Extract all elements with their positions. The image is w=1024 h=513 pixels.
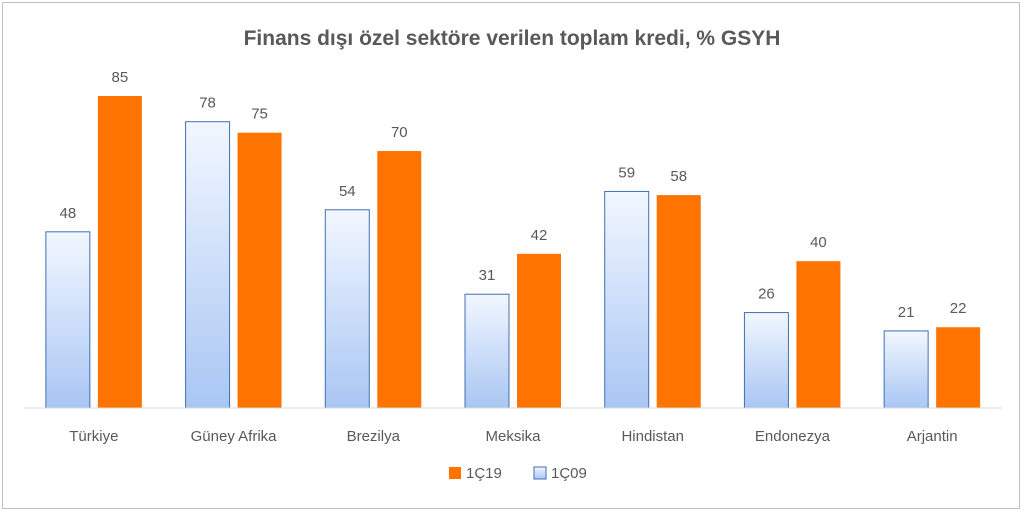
bar-1c09-4: [604, 190, 650, 409]
data-label-1c09-1: 78: [199, 95, 216, 112]
chart-title: Finans dışı özel sektöre verilen toplam …: [244, 27, 781, 50]
bar-1c09-3: [464, 293, 510, 409]
bar-1c09-6: [883, 330, 929, 409]
bar-1c19-4: [656, 195, 701, 408]
bar-1c19-5: [796, 261, 841, 408]
data-label-1c19-2: 70: [391, 124, 408, 141]
bar-1c19-3: [517, 253, 561, 408]
data-label-1c19-5: 40: [810, 234, 827, 251]
data-label-1c19-6: 22: [950, 300, 967, 317]
data-label-1c19-4: 58: [670, 168, 687, 185]
data-label-1c19-0: 85: [112, 69, 129, 86]
data-label-1c09-6: 21: [898, 304, 915, 321]
legend-swatch-0: [449, 467, 461, 479]
bar-1c19-2: [377, 151, 422, 408]
bar-1c19-0: [97, 96, 142, 408]
bar-1c19-1: [237, 132, 282, 409]
data-label-1c19-3: 42: [531, 227, 548, 244]
category-label-0: Türkiye: [69, 428, 118, 445]
bar-1c09-2: [324, 209, 370, 409]
category-label-4: Hindistan: [621, 428, 684, 445]
data-label-1c09-0: 48: [60, 205, 77, 222]
bar-1c09-0: [45, 231, 91, 409]
data-label-1c09-4: 59: [618, 164, 635, 181]
category-label-3: Meksika: [485, 428, 541, 445]
legend: 1Ç19 1Ç09: [449, 465, 587, 482]
bar-1c19-6: [936, 327, 981, 408]
legend-label-1: 1Ç09: [551, 465, 587, 482]
data-label-1c19-1: 75: [251, 106, 268, 123]
bar-1c09-5: [743, 312, 789, 409]
data-label-1c09-2: 54: [339, 183, 356, 200]
legend-swatch-1: [533, 466, 547, 480]
bar-1c09-1: [185, 121, 231, 409]
legend-label-0: 1Ç19: [466, 465, 502, 482]
labels-group: 48 85 Türkiye 78 75 Güney Afrika 54 70 Brezilya 3…: [60, 69, 967, 445]
category-label-1: Güney Afrika: [191, 428, 278, 445]
category-label-2: Brezilya: [347, 428, 401, 445]
data-label-1c09-5: 26: [758, 286, 775, 303]
category-label-5: Endonezya: [755, 428, 831, 445]
data-label-1c09-3: 31: [479, 267, 496, 284]
bars-group: [45, 96, 981, 409]
category-label-6: Arjantin: [907, 428, 958, 445]
